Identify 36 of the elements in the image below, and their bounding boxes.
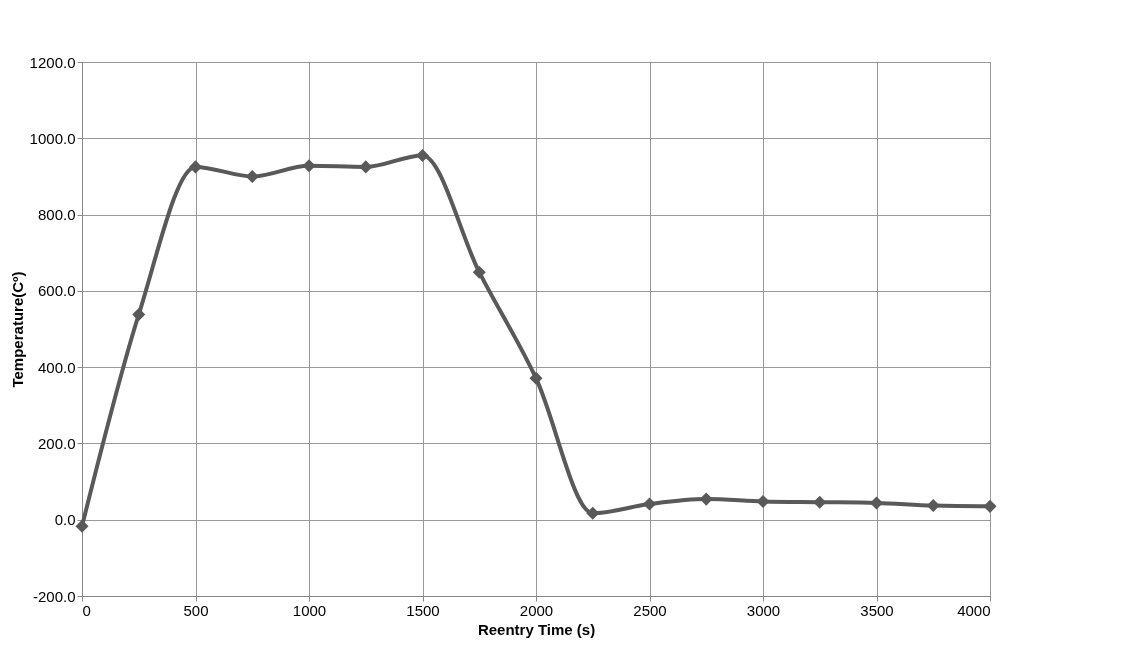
point (813, 495, 827, 509)
point (132, 307, 146, 322)
point (415, 148, 430, 162)
point (472, 265, 486, 279)
x-tick-label: 1000 (292, 601, 327, 619)
y-tick-label: -200.0 (32, 587, 76, 605)
point (926, 499, 940, 513)
point (302, 159, 316, 173)
x-tick-label: 3500 (860, 601, 894, 619)
y-tick-label: 800.0 (37, 206, 76, 224)
point (188, 160, 203, 174)
point (359, 160, 373, 174)
y-tick-label: 1200.0 (29, 53, 76, 71)
x-tick-label: 0 (82, 601, 91, 619)
x-tick-label: 500 (183, 601, 209, 619)
y-tick-label: 0.0 (54, 511, 76, 529)
point (983, 499, 997, 513)
point (586, 506, 600, 520)
y-tick-label: 1000.0 (29, 129, 76, 147)
point (869, 496, 884, 510)
x-tick-label: 2500 (633, 601, 667, 619)
point (642, 497, 657, 511)
y-tick-label: 400.0 (37, 358, 76, 376)
x-tick-label: 2000 (519, 601, 554, 619)
point (75, 519, 89, 533)
x-axis-title: Reentry Time (s) (477, 620, 596, 638)
y-axis-title: Temperature(Cº) (8, 271, 26, 388)
y-tick-label: 600.0 (37, 282, 76, 300)
x-tick-label: 4000 (957, 601, 991, 619)
x-tick-label: 1500 (406, 601, 440, 619)
y-tick-label: 200.0 (37, 434, 76, 452)
point (245, 169, 259, 183)
point (699, 492, 713, 506)
x-tick-label: 3000 (746, 601, 781, 619)
point (756, 494, 770, 508)
point (529, 371, 543, 385)
